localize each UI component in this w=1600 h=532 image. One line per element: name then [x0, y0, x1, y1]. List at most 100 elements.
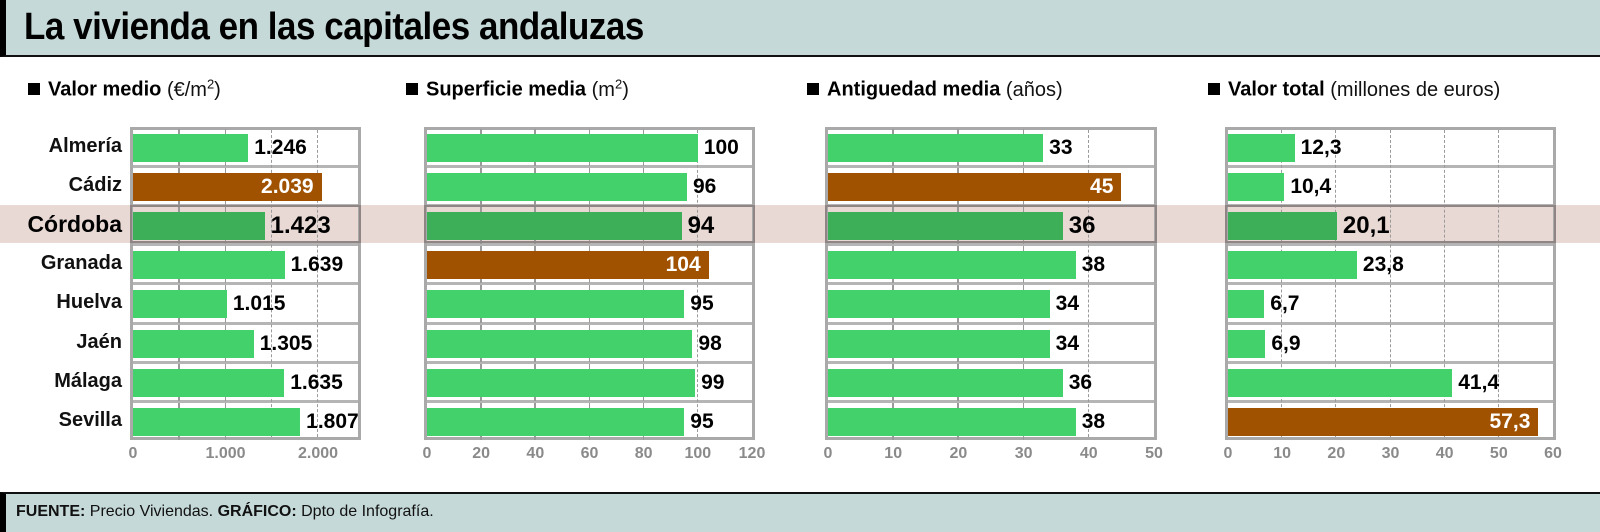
row-separator	[427, 282, 752, 286]
grid-tick	[534, 324, 536, 330]
plot-area: 1.246 2.039 1.423 1.639 1.015 1.305 1.635 1.807	[130, 127, 361, 440]
grid-tick	[1022, 200, 1025, 206]
value-label: 20,1	[1342, 212, 1390, 240]
value-label: 1.635	[290, 370, 343, 394]
grid-tick	[588, 317, 590, 323]
value-label: 1.305	[259, 331, 313, 355]
grid-tick	[642, 395, 645, 401]
row-separator	[427, 321, 752, 325]
city-label: Huelva	[56, 291, 122, 314]
row-separator	[828, 243, 1154, 247]
bar	[828, 251, 1076, 280]
grid-tick	[892, 168, 894, 174]
grid-tick	[588, 324, 590, 330]
bar	[133, 329, 254, 358]
unit-superscript: 2	[614, 76, 623, 91]
grid-tick	[178, 324, 180, 330]
row-separator	[828, 360, 1154, 364]
axis-tick-label: 1.000	[205, 445, 246, 462]
grid-tick	[1022, 285, 1025, 291]
axis-tick-label: 20	[1327, 445, 1346, 462]
bar	[133, 251, 285, 280]
axis-tick-label: 120	[738, 445, 766, 462]
grid-tick	[224, 207, 226, 213]
bar	[1228, 368, 1453, 397]
bar	[1228, 173, 1285, 202]
grid-tick	[642, 402, 645, 408]
axis-tick-label: 40	[1435, 445, 1454, 462]
grid-tick	[642, 324, 645, 330]
grid-tick	[588, 402, 590, 408]
grid-tick	[892, 278, 894, 284]
row-separator	[1228, 399, 1553, 403]
unit-text: (m	[591, 78, 615, 101]
grid-tick	[480, 161, 482, 167]
square-bullet-icon	[807, 82, 819, 95]
grid-tick	[224, 129, 226, 134]
grid-tick	[534, 402, 536, 408]
axis-tick-label: 0	[128, 445, 138, 462]
value-label: 38	[1081, 253, 1106, 277]
value-label: 1.246	[254, 136, 307, 159]
city-label: Almería	[48, 135, 122, 157]
grid-tick	[1022, 324, 1025, 330]
grid-tick	[224, 246, 226, 252]
value-label: 34	[1055, 292, 1080, 316]
grid-tick	[178, 168, 180, 174]
plot-area: 12,3 10,4 20,1 23,8 6,7 6,9 41,4 57,3	[1225, 127, 1556, 440]
grid-tick	[588, 285, 590, 291]
grid-tick	[642, 246, 645, 252]
gridline	[1281, 130, 1283, 437]
row-separator	[427, 360, 752, 364]
panel-title-bold: Antiguedad media	[827, 78, 1001, 101]
grid-tick	[892, 129, 894, 134]
bar	[828, 212, 1063, 241]
grid-tick	[1022, 129, 1025, 134]
bar	[828, 290, 1050, 319]
grid-tick	[480, 285, 482, 291]
axis-tick-label: 0	[422, 445, 432, 462]
bar	[427, 407, 685, 436]
panel-unit: (€/m2)	[167, 76, 221, 101]
bar	[1228, 134, 1295, 162]
grid-tick	[1022, 434, 1025, 440]
grid-tick	[892, 317, 894, 323]
grid-tick	[957, 129, 959, 134]
grid-tick	[957, 168, 959, 174]
grid-tick	[642, 161, 645, 167]
row-separator	[427, 165, 752, 169]
grid-tick	[892, 246, 894, 252]
gridline	[1497, 130, 1499, 437]
gridline	[270, 130, 272, 437]
panel-title: Superficie media (m2)	[406, 76, 629, 102]
axis-tick-label: 20	[949, 445, 968, 462]
grid-tick	[534, 356, 536, 362]
gridline	[1389, 130, 1391, 437]
panel-unit: (años)	[1006, 79, 1063, 101]
grid-tick	[224, 200, 226, 206]
grid-tick	[588, 356, 590, 362]
row-separator	[427, 399, 752, 403]
grid-tick	[1022, 395, 1025, 401]
bar	[1228, 329, 1266, 358]
panel-title-bold: Superficie media	[426, 78, 587, 101]
grid-tick	[957, 395, 959, 401]
row-separator	[1228, 165, 1553, 169]
gridline	[1087, 130, 1089, 437]
bar	[828, 368, 1063, 397]
row-separator	[828, 165, 1154, 169]
gridline	[696, 130, 698, 437]
grid-tick	[957, 200, 959, 206]
unit-text: (millones de euros)	[1330, 78, 1501, 101]
value-label: 41,4	[1458, 370, 1500, 394]
grid-tick	[1022, 356, 1025, 362]
gridline	[1443, 130, 1445, 437]
grid-tick	[534, 200, 536, 206]
grid-tick	[892, 363, 894, 369]
city-label: Málaga	[54, 369, 122, 392]
grid-tick	[224, 363, 226, 369]
value-label: 23,8	[1362, 253, 1404, 277]
grid-tick	[957, 363, 959, 369]
value-label: 98	[698, 331, 722, 355]
grid-tick	[480, 168, 482, 174]
